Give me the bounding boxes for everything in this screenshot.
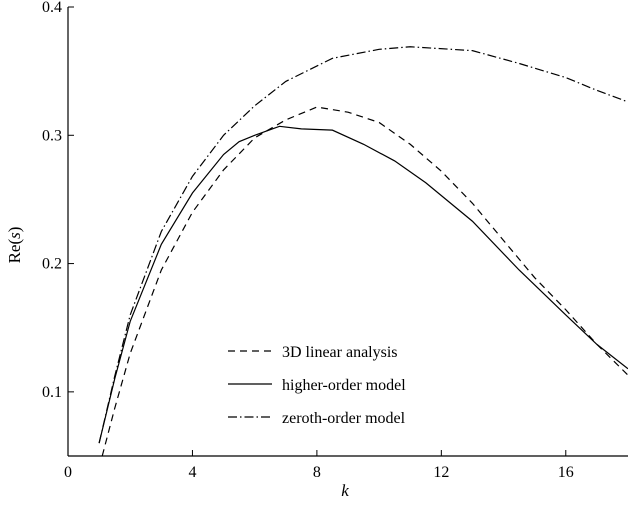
series-layer bbox=[98, 46, 628, 456]
y-axis-label-suffix: ) bbox=[5, 227, 24, 233]
x-tick-label: 4 bbox=[188, 464, 196, 481]
y-tick-label: 0.2 bbox=[42, 256, 62, 273]
legend: 3D linear analysis higher-order model zero… bbox=[228, 344, 406, 427]
x-tick-label: 12 bbox=[433, 464, 449, 481]
series-line-1 bbox=[101, 106, 628, 456]
x-tick-label: 8 bbox=[313, 464, 321, 481]
ticks: 0 4 8 12 16 0.1 0.2 0.3 0.4 bbox=[42, 0, 574, 481]
series-line-3 bbox=[98, 46, 628, 444]
x-tick-label: 16 bbox=[558, 464, 574, 481]
x-axis-label: k bbox=[341, 481, 349, 500]
y-axis-label-variable: s bbox=[5, 232, 24, 239]
y-tick-label: 0.1 bbox=[42, 384, 62, 401]
y-tick-label: 0.3 bbox=[42, 127, 62, 144]
x-tick-label: 0 bbox=[64, 464, 72, 481]
legend-label-2: higher-order model bbox=[282, 377, 406, 394]
legend-label-1: 3D linear analysis bbox=[282, 344, 398, 361]
axes bbox=[67, 7, 628, 457]
y-tick-label: 0.4 bbox=[42, 0, 62, 16]
series-line-2 bbox=[98, 125, 628, 444]
y-axis-label-prefix: Re( bbox=[5, 239, 24, 264]
legend-label-3: zeroth-order model bbox=[282, 410, 406, 427]
y-axis-label: Re(s) bbox=[5, 227, 24, 264]
